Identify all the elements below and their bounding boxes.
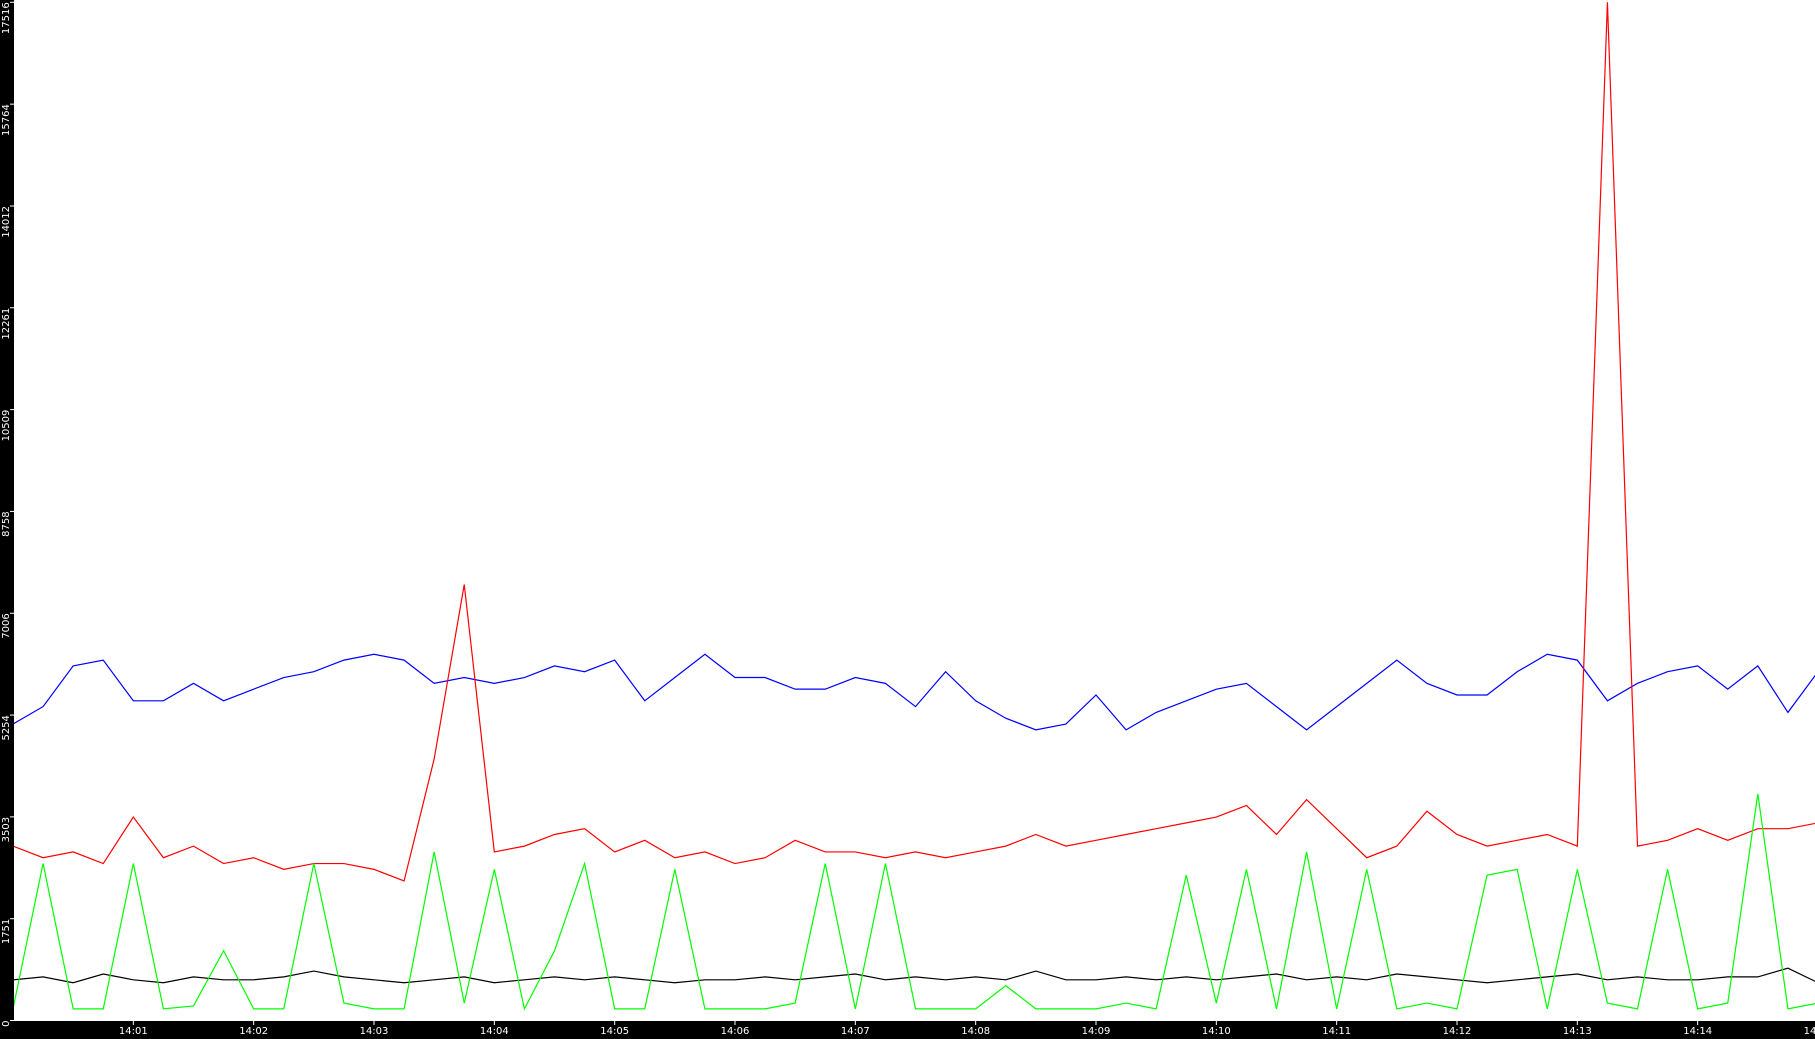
x-tick-label: 14:08 — [961, 1026, 990, 1037]
x-tick-label: 14:07 — [841, 1026, 870, 1037]
y-tick-label: 10509 — [1, 410, 12, 442]
y-tick-label: 1751 — [1, 919, 12, 944]
x-tick-label: 14:06 — [721, 1026, 750, 1037]
x-tick-label: 14:05 — [600, 1026, 629, 1037]
y-tick-label: 12261 — [1, 308, 12, 340]
x-tick-label: 14:03 — [360, 1026, 389, 1037]
y-tick-label: 3503 — [1, 817, 12, 842]
x-tick-label: 14:12 — [1443, 1026, 1472, 1037]
series-line — [14, 653, 1815, 731]
x-tick-label: 14:04 — [480, 1026, 509, 1037]
y-tick-label: 0 — [1, 1021, 12, 1027]
x-tick-label: 14:10 — [1202, 1026, 1231, 1037]
plot — [14, 2, 1815, 1011]
series-line — [14, 967, 1815, 984]
plot-area — [14, 0, 1815, 1021]
x-tick-label: 14:09 — [1082, 1026, 1111, 1037]
x-tick-label: 14:02 — [239, 1026, 268, 1037]
y-tick-label: 5254 — [1, 715, 12, 740]
x-tick-label: 14:15 — [1804, 1026, 1815, 1037]
x-tick-label: 14:11 — [1322, 1026, 1351, 1037]
y-tick-label: 8758 — [1, 511, 12, 536]
y-tick-label: 14012 — [1, 206, 12, 238]
x-tick-label: 14:13 — [1563, 1026, 1592, 1037]
x-tick-label: 14:01 — [119, 1026, 148, 1037]
y-tick-label: 17516 — [1, 2, 12, 34]
series-line — [14, 793, 1815, 1011]
y-tick-label: 7006 — [1, 613, 12, 638]
x-tick-label: 14:14 — [1683, 1026, 1712, 1037]
y-tick-label: 15764 — [1, 104, 12, 136]
